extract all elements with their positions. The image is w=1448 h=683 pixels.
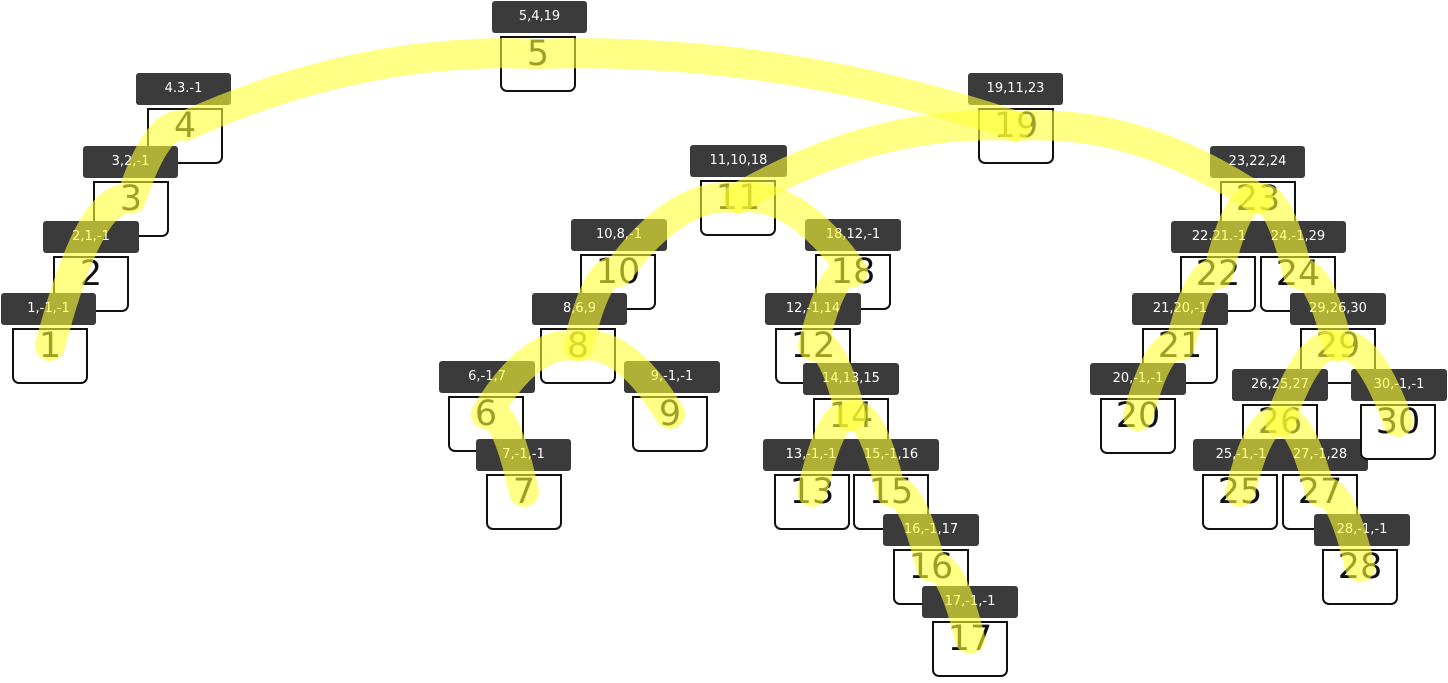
node-number: 17 (947, 619, 993, 659)
node-number: 14 (828, 396, 874, 436)
node-number: 15 (868, 472, 914, 512)
node-tag: 12,-1,14 (765, 293, 861, 325)
node-number: 30 (1375, 402, 1421, 442)
node-tag: 21,20,-1 (1132, 293, 1228, 325)
node-number: 1 (38, 326, 62, 366)
node-number: 4 (173, 106, 197, 146)
node-number: 6 (474, 394, 498, 434)
node-tag: 28,-1,-1 (1314, 514, 1410, 546)
node-tag: 3,2,-1 (83, 146, 178, 178)
node-tag: 27,-1,28 (1272, 439, 1368, 471)
node-number: 21 (1157, 326, 1203, 366)
node-number: 22 (1195, 254, 1241, 294)
node-number: 13 (789, 472, 835, 512)
node-tag: 8,6,9 (532, 293, 627, 325)
node-number: 26 (1257, 402, 1303, 442)
node-number: 10 (595, 252, 641, 292)
node-number: 11 (715, 178, 761, 218)
node-tag: 17,-1,-1 (922, 586, 1018, 618)
node-number: 18 (830, 252, 876, 292)
node-tag: 23,22,24 (1210, 146, 1305, 178)
node-tag: 9,-1,-1 (624, 361, 720, 393)
node-tag: 2,1,-1 (43, 221, 139, 253)
node-number: 25 (1217, 472, 1263, 512)
node-number: 5 (526, 34, 550, 74)
node-number: 16 (908, 547, 954, 587)
node-number: 19 (993, 106, 1039, 146)
node-tag: 30,-1,-1 (1351, 369, 1447, 401)
node-tag: 19,11,23 (968, 73, 1063, 105)
node-number: 2 (79, 254, 103, 294)
node-number: 8 (566, 326, 590, 366)
node-number: 28 (1337, 547, 1383, 587)
node-tag: 14,13,15 (803, 363, 899, 395)
node-tag: 4.3.-1 (136, 73, 231, 105)
node-tag: 15,-1,16 (843, 439, 939, 471)
node-tag: 29,26,30 (1290, 293, 1386, 325)
node-number: 7 (512, 472, 536, 512)
node-number: 3 (119, 179, 143, 219)
node-tag: 16,-1,17 (883, 514, 979, 546)
node-tag: 26,25,27 (1232, 369, 1328, 401)
node-number: 27 (1297, 472, 1343, 512)
node-number: 24 (1275, 254, 1321, 294)
node-tag: 1,-1,-1 (1, 293, 96, 325)
node-tag: 6,-1,7 (439, 361, 535, 393)
node-number: 20 (1115, 396, 1161, 436)
node-tag: 11,10,18 (690, 145, 787, 177)
node-number: 29 (1315, 326, 1361, 366)
node-tag: 10,8,-1 (571, 219, 667, 251)
node-tag: 7,-1,-1 (476, 439, 571, 471)
node-tag: 5,4,19 (492, 1, 587, 33)
node-tag: 18,12,-1 (805, 219, 901, 251)
node-number: 23 (1235, 179, 1281, 219)
node-number: 9 (658, 394, 682, 434)
node-tag: 20,-1,-1 (1090, 363, 1186, 395)
node-tag: 24.-1,29 (1250, 221, 1346, 253)
node-number: 12 (790, 326, 836, 366)
